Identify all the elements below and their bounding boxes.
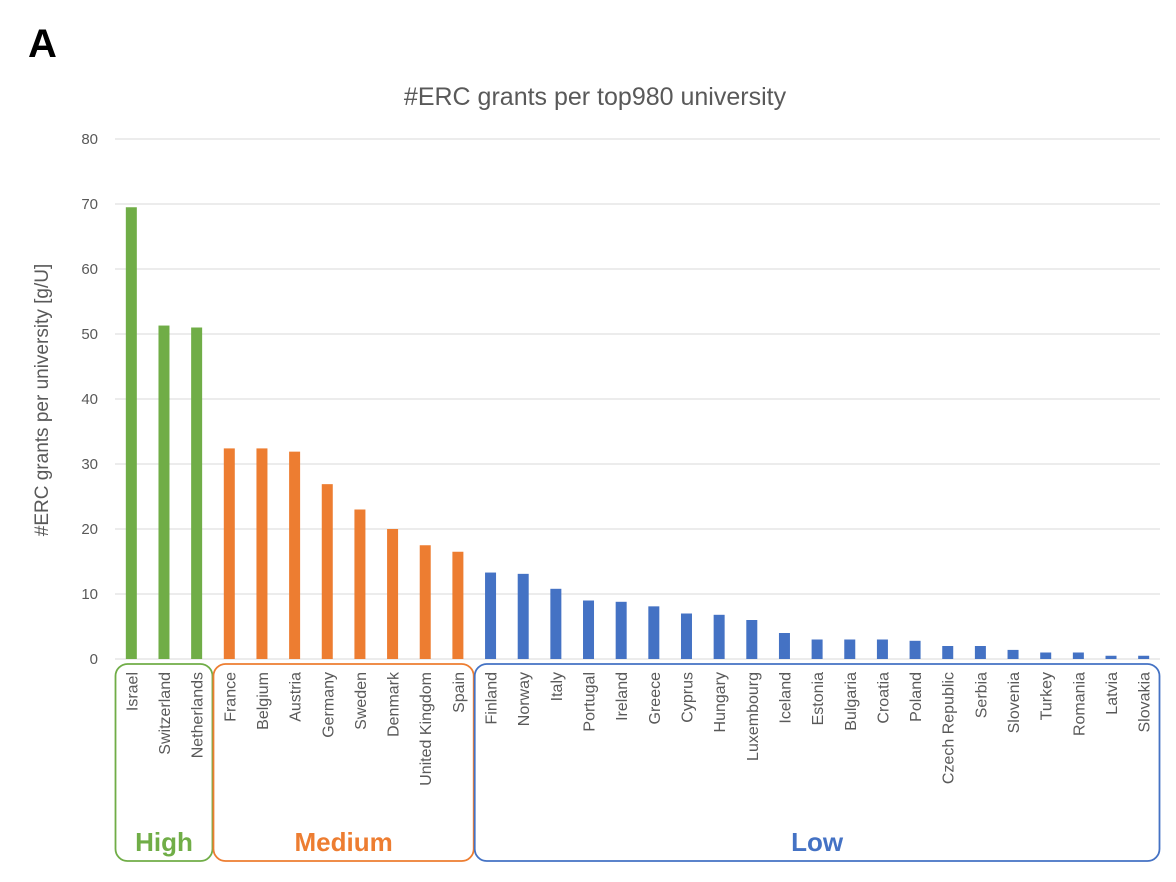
y-tick-label: 0 <box>90 651 98 668</box>
bar-portugal <box>583 600 595 659</box>
group-box-medium <box>212 663 475 862</box>
y-tick-label: 80 <box>81 131 98 148</box>
bar-germany <box>321 484 333 659</box>
category-labels: Israel Switzerland Netherlands France Belgiu… <box>124 671 1153 786</box>
category-label: Slovakia <box>1137 672 1154 733</box>
category-label: Finland <box>484 672 501 724</box>
category-label: Hungary <box>712 672 729 732</box>
bar-sweden <box>354 509 366 659</box>
bar-france <box>223 448 235 659</box>
group-box-low <box>473 663 1161 862</box>
bar-luxembourg <box>746 620 758 659</box>
bar-latvia <box>1105 655 1117 659</box>
bar-iceland <box>778 633 790 659</box>
bars <box>125 207 1150 659</box>
group-box-high <box>114 663 214 862</box>
bar-turkey <box>1040 652 1052 659</box>
bar-switzerland <box>158 325 170 659</box>
category-label: Ireland <box>614 672 631 721</box>
bar-estonia <box>811 639 823 659</box>
y-tick-label: 20 <box>81 521 98 538</box>
category-label: Cyprus <box>679 672 696 723</box>
gridlines <box>115 138 1160 660</box>
category-label: France <box>222 672 239 722</box>
y-tick-label: 30 <box>81 456 98 473</box>
bar-serbia <box>974 646 986 659</box>
category-label: Belgium <box>255 672 272 730</box>
bar-cyprus <box>680 613 692 659</box>
category-label: Sweden <box>353 672 370 730</box>
group-boxes: High Medium Low <box>114 663 1161 862</box>
category-label: Switzerland <box>157 672 174 755</box>
category-label: Latvia <box>1104 672 1121 715</box>
bar-croatia <box>876 639 888 659</box>
bar-poland <box>909 640 921 659</box>
bar-hungary <box>713 614 725 659</box>
bar-finland <box>485 572 497 659</box>
y-tick-labels: 0 10 20 30 40 50 60 70 80 <box>81 131 98 668</box>
y-axis-label: #ERC grants per university [g/U] <box>32 264 53 536</box>
bar-spain <box>452 551 464 659</box>
bar-slovenia <box>1007 649 1019 659</box>
chart-title: #ERC grants per top980 university <box>404 83 787 111</box>
category-label: Luxembourg <box>745 672 762 761</box>
category-label: Romania <box>1071 672 1088 736</box>
y-tick-label: 50 <box>81 326 98 343</box>
bar-israel <box>125 207 137 659</box>
bar-slovakia <box>1138 655 1150 659</box>
group-label-low: Low <box>791 827 844 857</box>
category-label: Iceland <box>777 672 794 724</box>
bar-belgium <box>256 448 268 659</box>
bar-bulgaria <box>844 639 856 659</box>
bar-ireland <box>615 601 627 659</box>
category-label: Bulgaria <box>843 672 860 731</box>
bar-czech-republic <box>942 646 954 659</box>
category-label: Germany <box>320 672 337 738</box>
category-label: Slovenia <box>1006 672 1023 733</box>
y-tick-label: 70 <box>81 196 98 213</box>
category-label: Czech Republic <box>941 672 958 784</box>
bar-austria <box>289 451 301 659</box>
category-label: Netherlands <box>190 672 207 758</box>
category-label: Serbia <box>973 672 990 718</box>
category-label: Italy <box>549 672 566 701</box>
category-label: Norway <box>516 672 533 726</box>
category-label: Portugal <box>582 672 599 732</box>
bar-norway <box>517 573 529 659</box>
bar-italy <box>550 588 562 659</box>
category-label: Croatia <box>875 672 892 724</box>
category-label: Poland <box>908 672 925 722</box>
category-label: Greece <box>647 672 664 725</box>
category-label: Denmark <box>386 671 403 737</box>
category-label: United Kingdom <box>418 672 435 786</box>
group-label-high: High <box>135 827 193 857</box>
category-label: Israel <box>124 672 141 711</box>
group-label-medium: Medium <box>294 827 392 857</box>
category-label: Austria <box>288 672 305 722</box>
bar-denmark <box>387 529 399 659</box>
bar-united-kingdom <box>419 545 431 659</box>
y-tick-label: 40 <box>81 391 98 408</box>
category-label: Spain <box>451 672 468 713</box>
bar-netherlands <box>191 327 203 659</box>
y-tick-label: 10 <box>81 586 98 603</box>
bar-romania <box>1072 652 1084 659</box>
panel-letter: A <box>28 22 57 66</box>
y-tick-label: 60 <box>81 261 98 278</box>
category-label: Estonia <box>810 672 827 725</box>
category-label: Turkey <box>1039 672 1056 720</box>
bar-greece <box>648 606 660 659</box>
